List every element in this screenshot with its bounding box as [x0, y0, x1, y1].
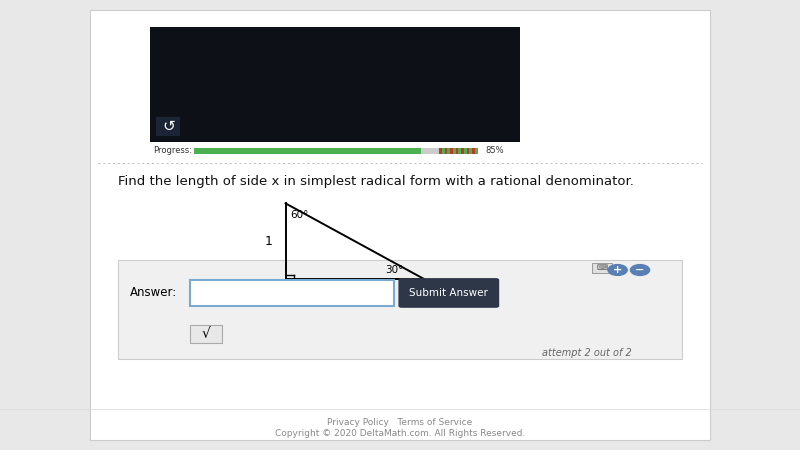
- Text: attempt 2 out of 2: attempt 2 out of 2: [542, 348, 632, 358]
- Text: Find the length of side x in simplest radical form with a rational denominator.: Find the length of side x in simplest ra…: [118, 176, 634, 188]
- Bar: [447, 148, 450, 154]
- Text: x: x: [351, 284, 358, 297]
- Text: −: −: [635, 265, 645, 275]
- Bar: [461, 148, 464, 154]
- Text: +: +: [613, 265, 622, 275]
- Text: √: √: [202, 327, 211, 341]
- Text: 60°: 60°: [290, 210, 309, 220]
- Bar: [194, 148, 421, 154]
- FancyBboxPatch shape: [118, 260, 682, 359]
- Bar: [445, 148, 447, 154]
- Text: ⌨: ⌨: [596, 263, 607, 272]
- Bar: [442, 148, 445, 154]
- Bar: [194, 148, 478, 154]
- Text: Submit Answer: Submit Answer: [410, 288, 488, 298]
- Text: Progress:: Progress:: [154, 146, 193, 155]
- Text: 1: 1: [265, 235, 273, 248]
- Bar: [466, 148, 470, 154]
- Bar: [157, 117, 181, 136]
- Text: ↺: ↺: [162, 119, 174, 134]
- Circle shape: [630, 265, 650, 275]
- FancyBboxPatch shape: [190, 280, 394, 306]
- Text: 85%: 85%: [486, 146, 504, 155]
- Bar: [472, 148, 475, 154]
- Text: Copyright © 2020 DeltaMath.com. All Rights Reserved.: Copyright © 2020 DeltaMath.com. All Righ…: [275, 429, 525, 438]
- Text: Answer:: Answer:: [130, 287, 177, 299]
- Bar: [458, 148, 461, 154]
- Text: 30°: 30°: [386, 266, 404, 275]
- Bar: [450, 148, 453, 154]
- Bar: [150, 27, 519, 142]
- FancyBboxPatch shape: [90, 10, 710, 440]
- Bar: [470, 148, 472, 154]
- FancyBboxPatch shape: [398, 278, 499, 308]
- Bar: [453, 148, 456, 154]
- Circle shape: [608, 265, 627, 275]
- Bar: [475, 148, 478, 154]
- FancyBboxPatch shape: [592, 263, 612, 273]
- Bar: [439, 148, 442, 154]
- Bar: [464, 148, 466, 154]
- Bar: [456, 148, 458, 154]
- FancyBboxPatch shape: [190, 325, 222, 343]
- Text: Privacy Policy   Terms of Service: Privacy Policy Terms of Service: [327, 418, 473, 427]
